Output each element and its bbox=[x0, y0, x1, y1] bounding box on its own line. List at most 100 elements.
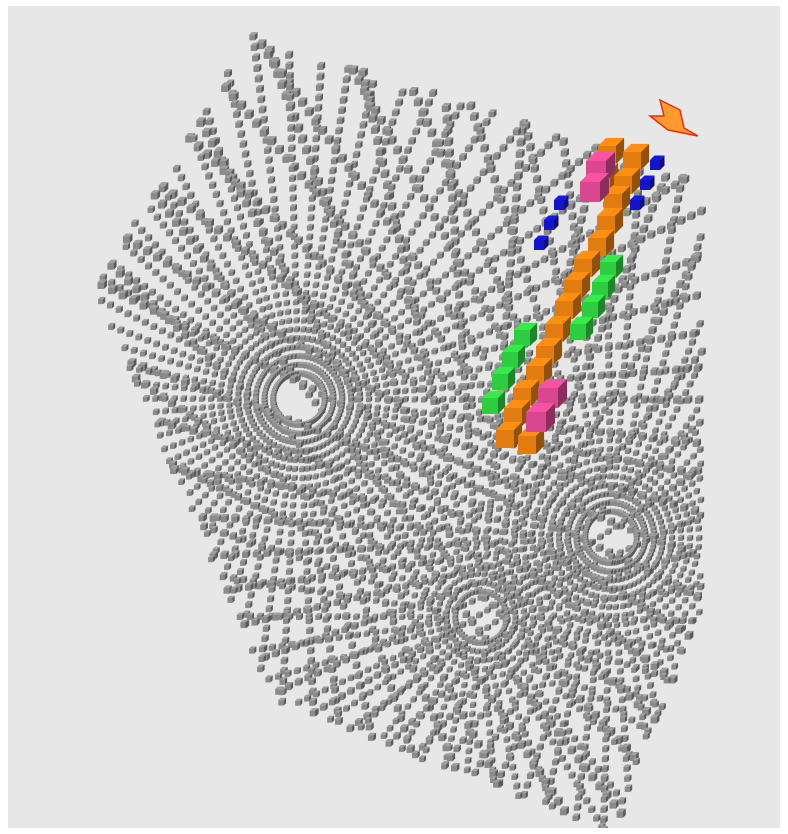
3d-viewport[interactable] bbox=[8, 6, 780, 828]
grid-voxel bbox=[554, 713, 561, 720]
grid-voxel bbox=[403, 237, 410, 244]
grid-voxel bbox=[254, 473, 260, 479]
grid-voxel bbox=[687, 526, 693, 532]
grid-voxel bbox=[223, 232, 232, 241]
grid-voxel bbox=[553, 507, 559, 513]
grid-voxel bbox=[205, 507, 212, 514]
grid-voxel bbox=[672, 262, 680, 270]
grid-voxel bbox=[605, 528, 612, 535]
grid-voxel bbox=[370, 333, 376, 339]
grid-voxel bbox=[236, 505, 243, 512]
grid-voxel bbox=[457, 102, 465, 110]
grid-voxel bbox=[470, 373, 477, 380]
grid-voxel bbox=[327, 716, 334, 723]
grid-voxel bbox=[413, 318, 421, 326]
grid-voxel bbox=[422, 166, 430, 174]
grid-voxel bbox=[590, 669, 597, 676]
grid-voxel bbox=[234, 459, 240, 465]
grid-voxel bbox=[248, 180, 255, 187]
grid-voxel bbox=[327, 187, 334, 194]
grid-voxel bbox=[631, 221, 639, 229]
grid-voxel bbox=[223, 318, 230, 325]
grid-voxel bbox=[379, 367, 385, 373]
grid-voxel bbox=[107, 261, 116, 270]
grid-voxel bbox=[421, 396, 428, 403]
grid-voxel bbox=[550, 179, 558, 187]
grid-voxel bbox=[261, 205, 270, 214]
grid-voxel bbox=[153, 408, 160, 415]
grid-voxel bbox=[187, 204, 196, 213]
grid-voxel bbox=[172, 306, 179, 313]
grid-voxel bbox=[671, 663, 678, 670]
grid-voxel bbox=[575, 433, 582, 440]
grid-voxel bbox=[375, 299, 382, 306]
grid-voxel bbox=[464, 766, 471, 773]
grid-voxel bbox=[290, 204, 297, 211]
grid-voxel bbox=[200, 522, 208, 530]
grid-voxel bbox=[696, 609, 703, 616]
grid-voxel bbox=[416, 273, 423, 280]
grid-voxel bbox=[326, 645, 333, 652]
grid-voxel bbox=[607, 437, 613, 443]
grid-voxel bbox=[356, 386, 362, 392]
grid-voxel bbox=[121, 344, 128, 351]
grid-voxel bbox=[292, 466, 298, 472]
grid-voxel bbox=[297, 171, 306, 180]
grid-voxel bbox=[217, 492, 224, 499]
grid-voxel bbox=[398, 309, 405, 316]
grid-voxel bbox=[215, 244, 222, 251]
grid-voxel bbox=[248, 208, 257, 217]
grid-voxel bbox=[404, 146, 412, 154]
voxel-scene[interactable] bbox=[8, 6, 780, 828]
grid-voxel bbox=[294, 123, 303, 132]
grid-voxel bbox=[438, 733, 446, 741]
grid-voxel bbox=[331, 157, 338, 164]
grid-voxel bbox=[237, 286, 244, 293]
grid-voxel bbox=[141, 283, 148, 290]
grid-voxel bbox=[174, 288, 181, 295]
grid-voxel bbox=[652, 469, 658, 475]
grid-voxel bbox=[392, 253, 399, 260]
grid-voxel bbox=[578, 773, 585, 780]
grid-voxel bbox=[469, 314, 476, 321]
grid-voxel bbox=[642, 453, 648, 459]
grid-voxel bbox=[462, 610, 470, 618]
grid-voxel bbox=[365, 666, 372, 673]
grid-voxel bbox=[429, 231, 436, 238]
grid-voxel bbox=[507, 259, 515, 267]
grid-voxel bbox=[355, 239, 363, 247]
grid-voxel bbox=[181, 218, 188, 225]
grid-voxel bbox=[245, 601, 252, 608]
grid-voxel bbox=[222, 459, 228, 465]
grid-voxel bbox=[143, 395, 150, 402]
grid-voxel bbox=[476, 409, 483, 416]
grid-voxel bbox=[580, 205, 589, 214]
grid-voxel bbox=[517, 138, 526, 147]
grid-voxel bbox=[353, 264, 360, 271]
grid-voxel bbox=[619, 696, 626, 703]
grid-voxel bbox=[338, 298, 345, 305]
grid-voxel bbox=[355, 308, 362, 315]
grid-voxel bbox=[311, 464, 317, 470]
grid-voxel bbox=[697, 233, 705, 241]
grid-voxel bbox=[404, 334, 411, 341]
grid-voxel bbox=[201, 462, 208, 469]
grid-voxel bbox=[420, 653, 426, 659]
grid-voxel bbox=[685, 576, 691, 582]
grid-voxel bbox=[154, 213, 161, 220]
grid-voxel bbox=[144, 337, 151, 344]
grid-voxel bbox=[288, 134, 296, 142]
grid-voxel bbox=[442, 103, 451, 112]
grid-voxel bbox=[353, 613, 360, 620]
grid-voxel bbox=[493, 152, 501, 160]
grid-voxel bbox=[279, 464, 285, 470]
grid-voxel bbox=[504, 511, 511, 518]
grid-voxel bbox=[573, 365, 580, 372]
grid-voxel bbox=[288, 144, 295, 151]
grid-voxel bbox=[647, 682, 654, 689]
grid-voxel bbox=[539, 206, 547, 214]
grid-voxel bbox=[404, 165, 413, 174]
grid-voxel bbox=[210, 235, 217, 242]
grid-voxel bbox=[628, 467, 634, 473]
grid-voxel bbox=[199, 395, 205, 401]
